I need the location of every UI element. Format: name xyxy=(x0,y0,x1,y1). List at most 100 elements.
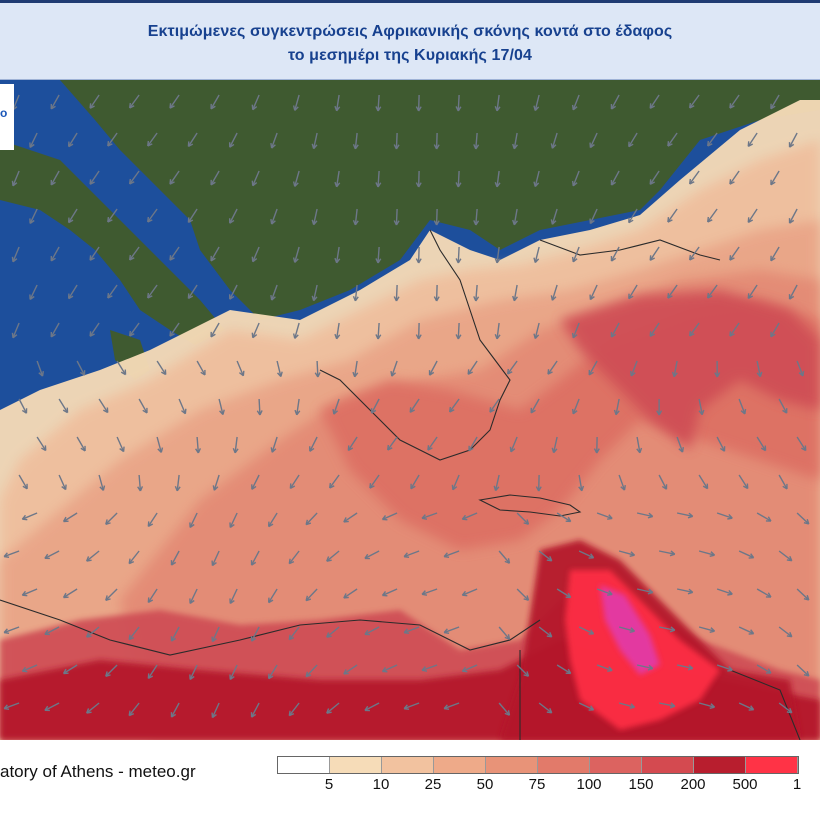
wind-arrow xyxy=(649,94,660,109)
wind-arrow xyxy=(468,436,478,452)
wind-arrow xyxy=(369,474,380,489)
wind-arrow xyxy=(593,436,600,454)
wind-arrow xyxy=(738,398,747,415)
legend-swatch xyxy=(382,757,434,773)
wind-arrow xyxy=(796,512,810,525)
wind-arrow xyxy=(415,170,422,188)
wind-arrow xyxy=(796,360,805,377)
wind-arrow xyxy=(533,246,540,264)
wind-arrow xyxy=(455,94,462,112)
wind-arrow xyxy=(729,322,740,337)
wind-arrow xyxy=(461,588,478,597)
wind-arrow xyxy=(403,550,420,559)
wind-arrow xyxy=(169,246,180,261)
legend-label: 100 xyxy=(576,776,602,793)
wind-arrow xyxy=(381,664,398,673)
wind-arrow xyxy=(473,284,480,302)
wind-arrow xyxy=(421,588,438,596)
wind-arrow xyxy=(11,246,20,263)
wind-arrow xyxy=(403,626,420,635)
wind-arrow xyxy=(738,626,755,635)
wind-arrow xyxy=(698,550,716,557)
wind-arrow xyxy=(494,322,501,340)
wind-arrow xyxy=(589,208,598,225)
wind-arrow xyxy=(270,284,278,301)
wind-arrow xyxy=(658,702,676,709)
wind-arrow xyxy=(455,322,462,340)
wind-arrow xyxy=(421,512,438,520)
wind-arrow xyxy=(433,208,440,226)
wind-arrow xyxy=(530,398,540,414)
wind-arrow xyxy=(578,626,595,635)
wind-arrow xyxy=(44,702,60,712)
wind-arrow xyxy=(352,360,359,378)
wind-arrow xyxy=(195,436,202,454)
wind-arrow xyxy=(332,398,340,415)
legend-label: 10 xyxy=(372,776,390,793)
wind-arrow xyxy=(86,626,100,638)
wind-arrow xyxy=(756,436,767,452)
land-balkans xyxy=(60,80,820,320)
wind-arrow xyxy=(716,436,726,452)
wind-arrow xyxy=(610,94,620,110)
wind-arrow xyxy=(770,94,780,110)
wind-arrow xyxy=(128,626,140,641)
wind-arrow xyxy=(667,132,678,147)
wind-arrow xyxy=(211,550,220,567)
wind-arrow xyxy=(137,474,144,492)
wind-arrow xyxy=(738,702,755,711)
wind-arrow xyxy=(105,664,118,677)
wind-arrow xyxy=(21,512,38,521)
wind-arrow xyxy=(343,664,358,675)
legend-label: 75 xyxy=(528,776,546,793)
wind-arrow xyxy=(756,664,772,674)
wind-arrow xyxy=(658,626,676,633)
wind-arrow xyxy=(716,588,733,596)
wind-arrow xyxy=(326,702,340,714)
wind-arrow xyxy=(788,208,798,224)
wind-arrow xyxy=(288,702,300,717)
legend-label: 1 xyxy=(792,776,802,793)
wind-arrow xyxy=(3,550,20,558)
wind-arrow xyxy=(147,512,158,528)
legend-swatch xyxy=(330,757,382,773)
wind-arrow xyxy=(174,474,181,492)
wind-arrow xyxy=(169,94,180,109)
wind-arrow xyxy=(67,284,78,300)
wind-arrow xyxy=(329,474,340,489)
wind-arrow xyxy=(649,170,660,185)
wind-arrow xyxy=(116,360,127,376)
wind-arrow xyxy=(636,512,654,519)
wind-arrow xyxy=(210,94,220,110)
wind-arrow xyxy=(610,322,620,338)
wind-arrow xyxy=(228,132,238,148)
wind-arrow xyxy=(716,512,733,520)
wind-arrow xyxy=(311,208,318,226)
wind-arrow xyxy=(18,474,28,490)
wind-arrow xyxy=(250,550,260,566)
wind-arrow xyxy=(229,664,238,681)
wind-arrow xyxy=(506,360,518,375)
wind-arrow xyxy=(578,474,585,492)
wind-arrow xyxy=(461,664,478,673)
wind-arrow xyxy=(105,512,118,525)
dust-level-100 xyxy=(560,290,820,450)
wind-arrow xyxy=(547,360,558,375)
wind-arrow xyxy=(210,322,220,338)
wind-arrow xyxy=(393,284,400,302)
wind-arrow xyxy=(618,474,626,491)
wind-arrow xyxy=(610,170,620,186)
wind-arrow xyxy=(550,208,558,225)
wind-arrow xyxy=(50,246,60,262)
wind-arrows xyxy=(3,94,810,719)
wind-arrow xyxy=(86,550,100,562)
wind-arrow xyxy=(449,398,460,413)
wind-arrow xyxy=(343,512,358,523)
wind-arrow xyxy=(189,512,198,528)
wind-arrow xyxy=(387,436,398,451)
wind-arrow xyxy=(98,398,109,414)
wind-arrow xyxy=(433,132,440,150)
wind-arrow xyxy=(788,284,798,300)
wind-arrow xyxy=(212,474,220,491)
wind-arrow xyxy=(770,322,780,338)
